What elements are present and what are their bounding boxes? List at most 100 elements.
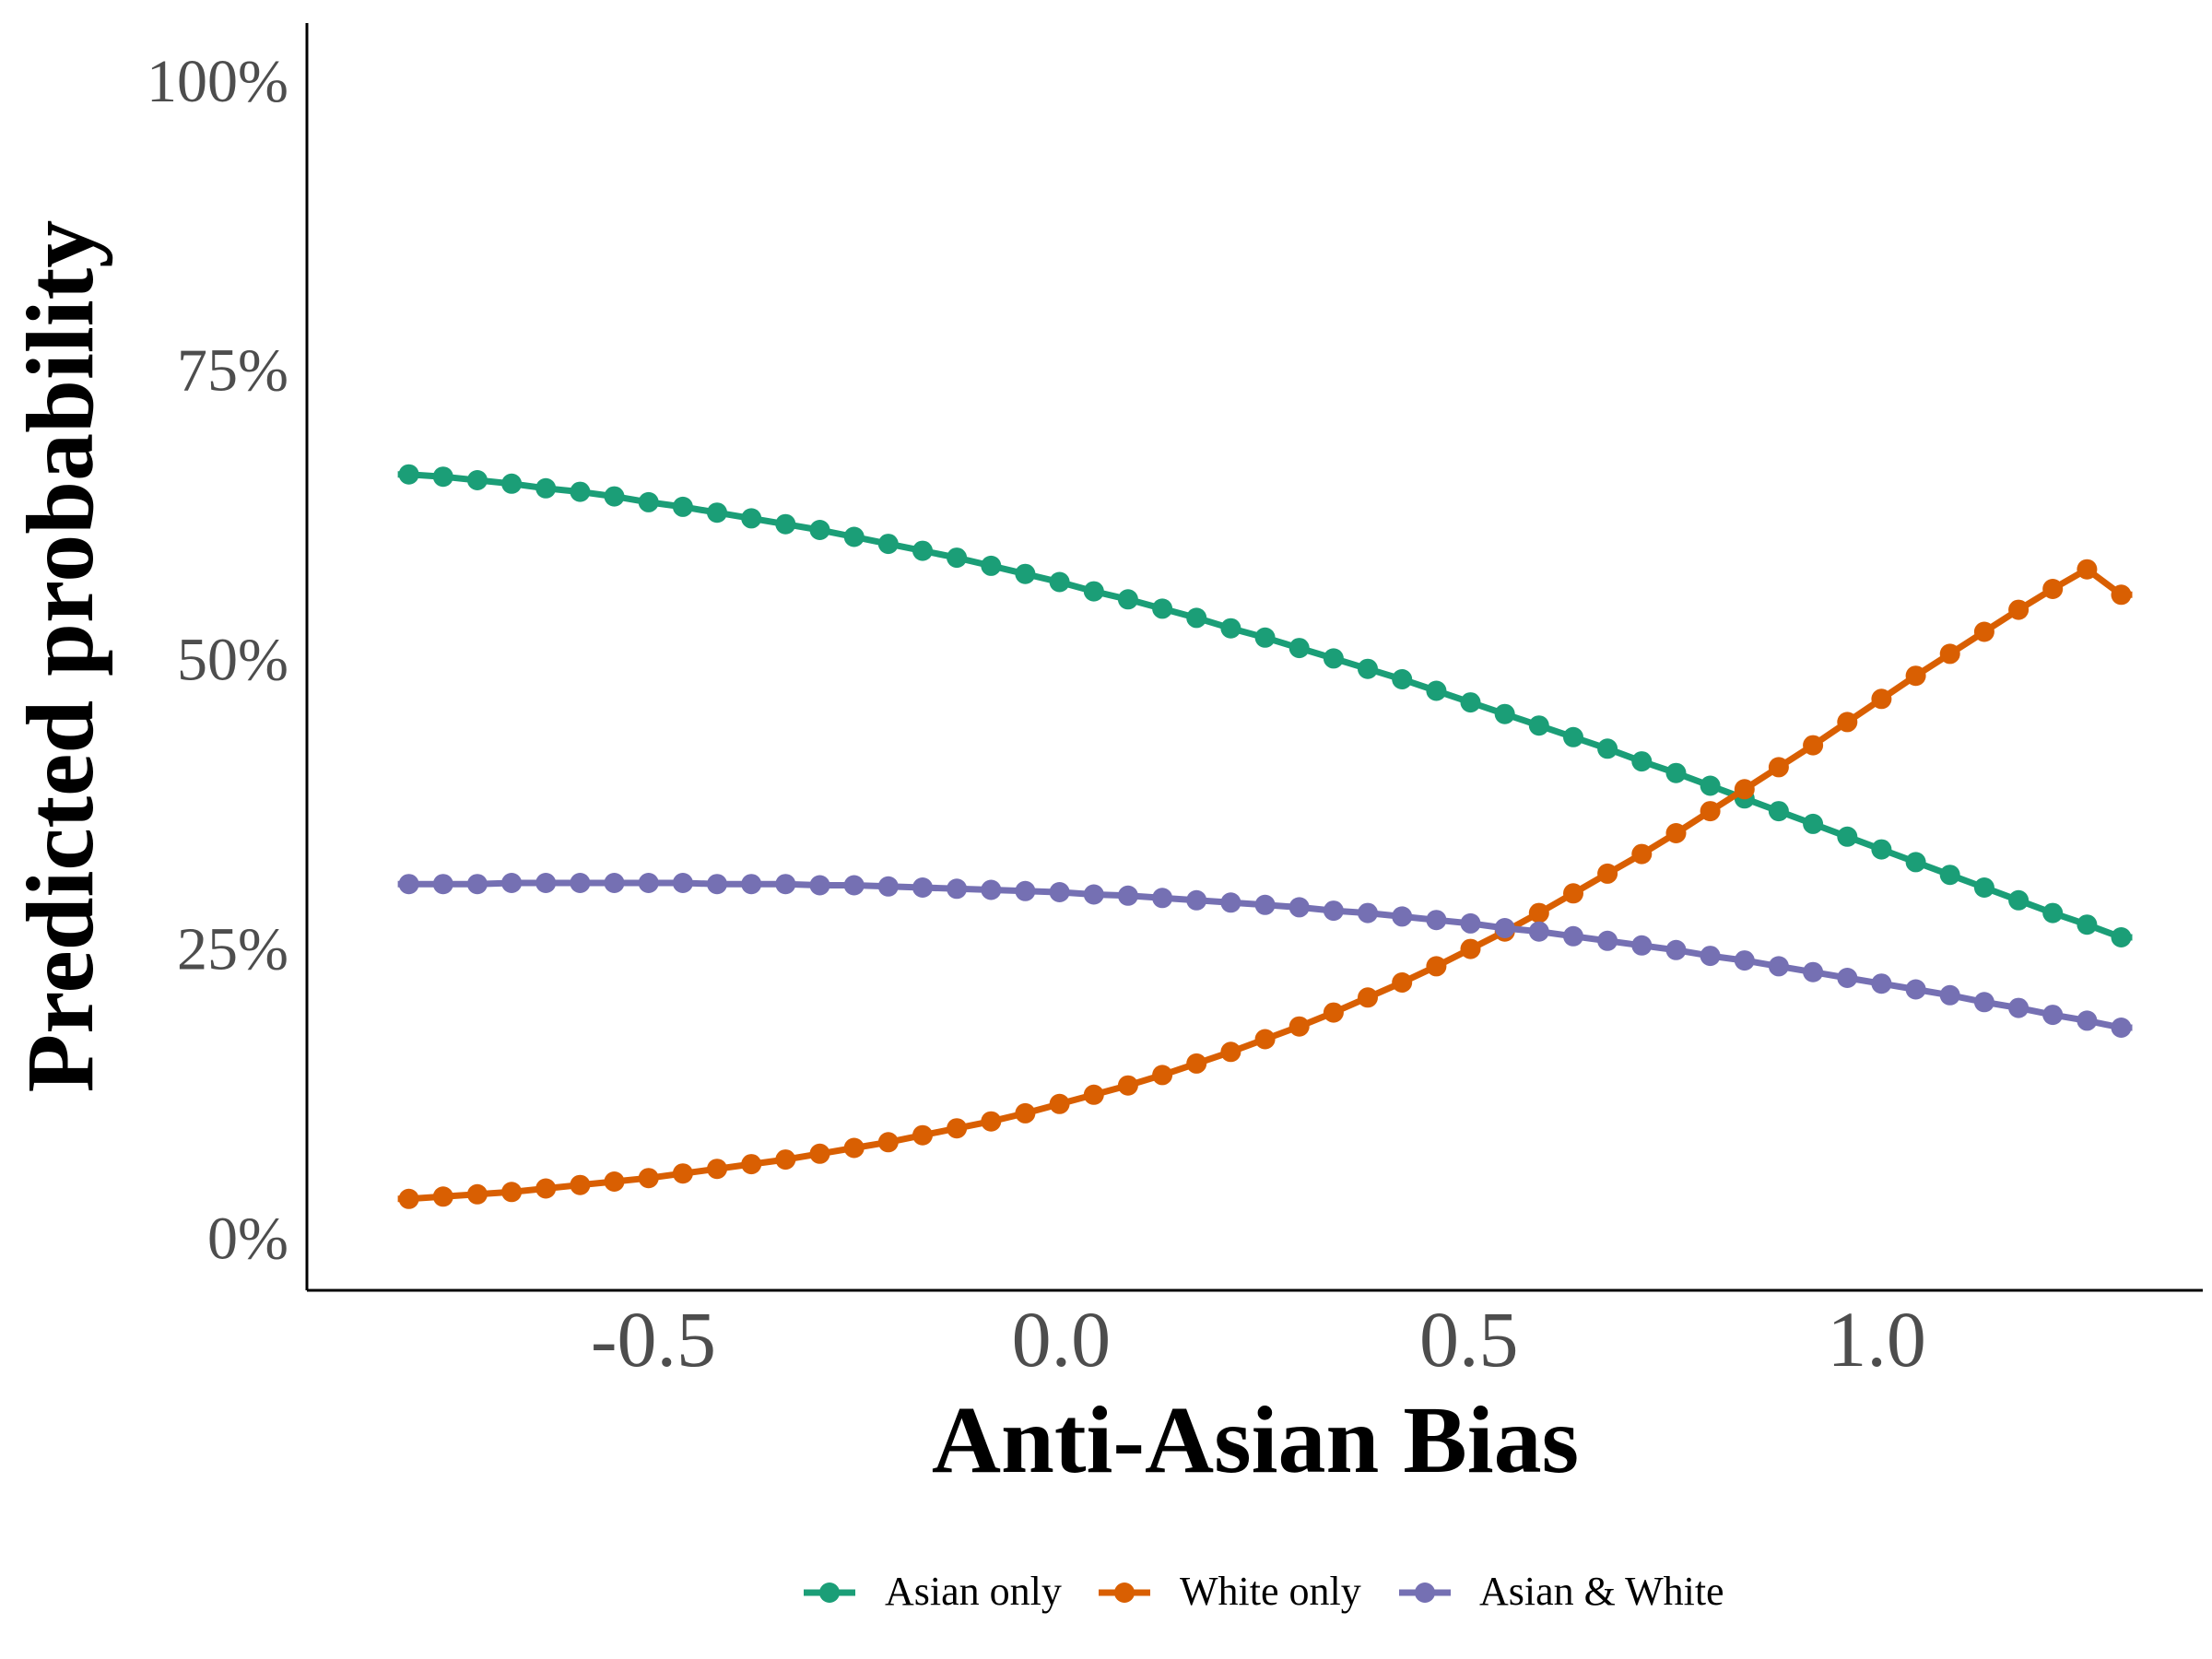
y-tick-label: 50% xyxy=(177,627,288,694)
data-point xyxy=(604,486,625,507)
series-0 xyxy=(397,464,2133,947)
data-point xyxy=(1597,930,1618,951)
data-point xyxy=(638,873,659,893)
y-tick-label: 100% xyxy=(147,48,288,115)
data-point xyxy=(1528,921,1549,942)
data-point xyxy=(1426,910,1447,931)
data-point xyxy=(2111,927,2132,947)
data-point xyxy=(1460,692,1481,713)
data-point xyxy=(1152,888,1173,909)
data-point xyxy=(1905,852,1926,873)
data-point xyxy=(1665,762,1687,783)
data-point xyxy=(2111,1018,2132,1038)
legend-label: Asian & White xyxy=(1479,1569,1724,1614)
data-point xyxy=(1837,826,1858,847)
data-point xyxy=(1117,885,1138,906)
data-point xyxy=(877,534,899,555)
data-point xyxy=(1768,956,1789,977)
data-point xyxy=(775,513,796,535)
data-point xyxy=(1734,950,1755,971)
data-point xyxy=(398,874,419,895)
data-point xyxy=(1015,1102,1036,1124)
data-point xyxy=(1700,946,1721,967)
data-point xyxy=(1186,607,1207,629)
data-point xyxy=(672,873,693,893)
data-point xyxy=(1528,715,1549,736)
data-point xyxy=(1220,618,1241,639)
data-point xyxy=(1905,665,1926,687)
data-point xyxy=(877,1132,899,1153)
data-point xyxy=(1939,643,1960,665)
data-point xyxy=(1220,892,1241,913)
data-point xyxy=(1426,956,1447,977)
x-tick-label: -0.5 xyxy=(591,1295,716,1383)
data-point xyxy=(843,526,865,547)
data-point xyxy=(1117,1075,1138,1096)
x-tick-label: 1.0 xyxy=(1827,1295,1926,1383)
data-point xyxy=(1323,648,1344,669)
data-point xyxy=(1631,843,1653,865)
data-point xyxy=(843,875,865,896)
data-point xyxy=(1563,883,1583,904)
data-point xyxy=(1803,813,1824,834)
data-point xyxy=(672,1163,693,1184)
data-point xyxy=(1905,979,1926,1000)
series-layer xyxy=(397,464,2133,1209)
y-tick-labels: 0% 25% 50% 75% 100% xyxy=(147,48,288,1273)
data-point xyxy=(1939,984,1960,1006)
data-point xyxy=(981,1111,1002,1132)
data-point xyxy=(2042,1005,2064,1026)
data-point xyxy=(570,481,591,502)
data-point xyxy=(1323,900,1344,922)
legend-label: White only xyxy=(1180,1569,1361,1614)
data-point xyxy=(1768,757,1789,778)
legend-key-point xyxy=(819,1583,840,1603)
data-point xyxy=(501,873,523,893)
x-tick-labels: -0.5 0.0 0.5 1.0 xyxy=(591,1295,1926,1383)
data-point xyxy=(1392,906,1413,927)
data-point xyxy=(1665,823,1687,843)
data-point xyxy=(432,874,453,895)
data-point xyxy=(1597,738,1618,759)
data-point xyxy=(1700,775,1721,796)
data-point xyxy=(1083,884,1104,905)
data-point xyxy=(981,555,1002,576)
data-point xyxy=(1049,1093,1070,1114)
data-point xyxy=(775,1149,796,1171)
data-point xyxy=(1494,703,1515,724)
data-point xyxy=(432,1186,453,1207)
data-point xyxy=(1665,939,1687,960)
y-tick-label: 0% xyxy=(207,1206,288,1273)
data-point xyxy=(1254,627,1276,648)
legend-item-2: Asian & White xyxy=(1399,1569,1724,1614)
data-point xyxy=(1973,992,1994,1013)
data-point xyxy=(2077,559,2098,580)
data-point xyxy=(912,540,933,561)
data-point xyxy=(775,874,796,895)
data-point xyxy=(741,874,762,895)
data-point xyxy=(2111,584,2132,606)
data-point xyxy=(501,1182,523,1203)
data-point xyxy=(604,873,625,893)
data-point xyxy=(2042,579,2064,599)
data-point xyxy=(2008,889,2030,911)
data-point xyxy=(981,879,1002,900)
legend-key-point xyxy=(1415,1583,1435,1603)
data-point xyxy=(1871,688,1892,710)
data-point xyxy=(1973,621,1994,642)
data-point xyxy=(1152,598,1173,619)
legend-key-point xyxy=(1114,1583,1135,1603)
data-point xyxy=(707,502,727,524)
data-point xyxy=(1871,839,1892,860)
data-point xyxy=(1186,1053,1207,1074)
data-point xyxy=(1734,779,1755,800)
data-point xyxy=(947,1118,968,1139)
data-point xyxy=(466,874,488,895)
data-point xyxy=(707,874,727,895)
data-point xyxy=(1117,589,1138,610)
data-point xyxy=(1288,1016,1310,1037)
data-point xyxy=(570,873,591,893)
data-point xyxy=(912,877,933,898)
data-point xyxy=(2077,1010,2098,1031)
